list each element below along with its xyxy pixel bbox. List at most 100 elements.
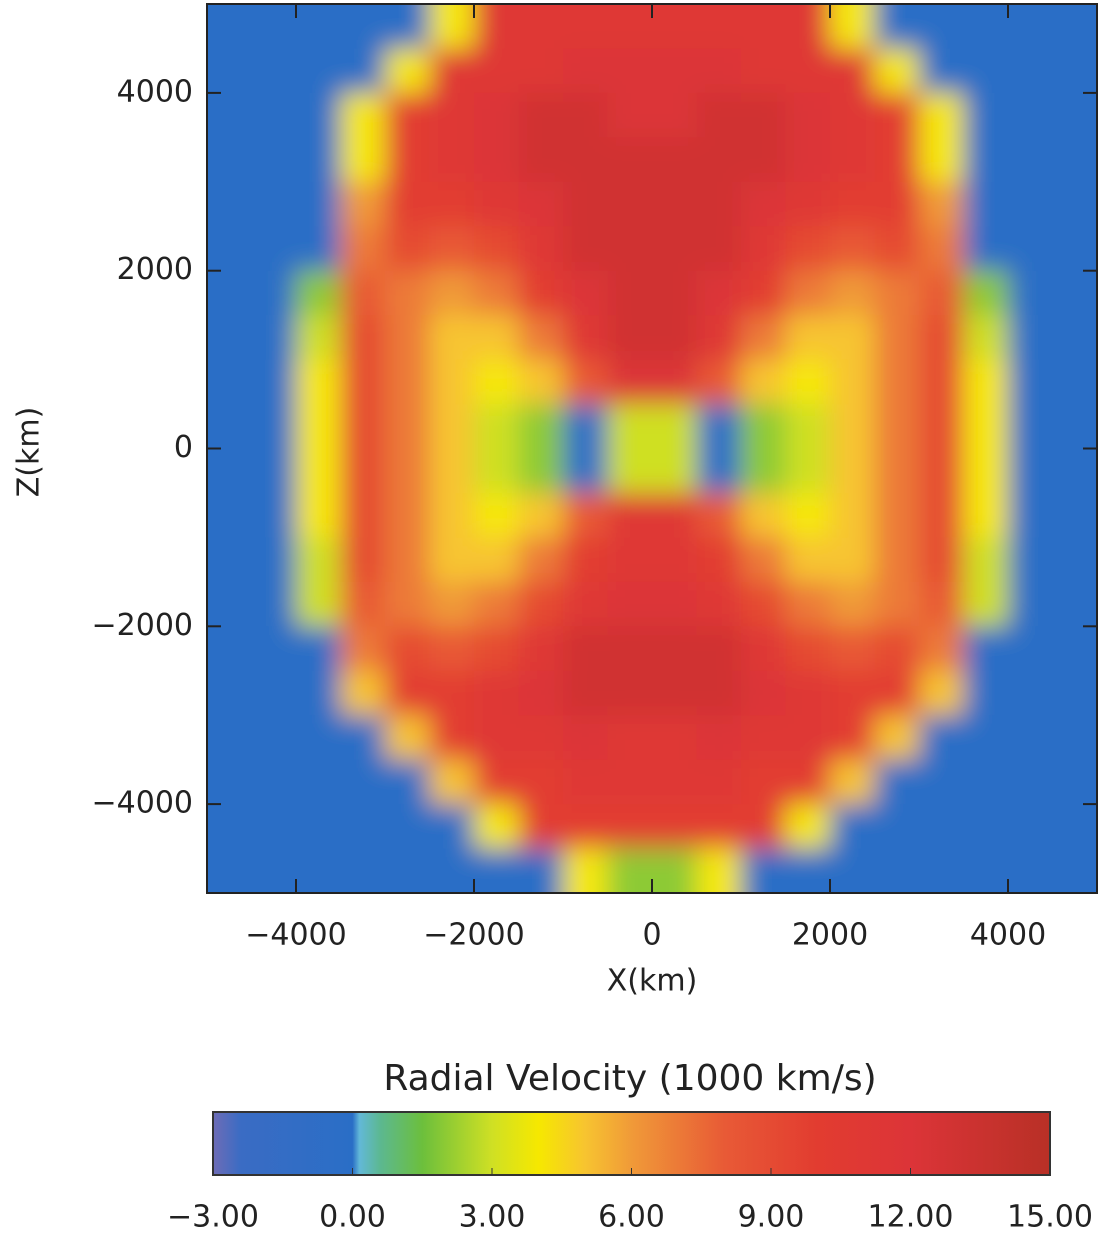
field-cell: [608, 582, 653, 627]
field-cell: [474, 48, 519, 93]
field-cell: [830, 182, 875, 227]
field-cell: [563, 226, 608, 271]
field-cell: [430, 449, 475, 494]
field-cell: [1008, 0, 1053, 49]
field-cell: [652, 537, 697, 582]
field-cell: [341, 626, 386, 671]
field-cell: [875, 93, 920, 138]
field-cell: [652, 0, 697, 49]
field-cell: [563, 271, 608, 316]
field-cell: [430, 226, 475, 271]
field-cell: [608, 404, 653, 449]
field-cell: [697, 93, 742, 138]
field-cell: [519, 449, 564, 494]
field-cell: [519, 315, 564, 360]
field-cell: [296, 537, 341, 582]
field-cell: [1008, 315, 1053, 360]
field-cell: [786, 137, 831, 182]
field-cell: [652, 137, 697, 182]
field-cell: [563, 537, 608, 582]
field-cell: [875, 48, 920, 93]
field-cell: [474, 626, 519, 671]
field-cell: [697, 182, 742, 227]
field-cell: [608, 671, 653, 716]
field-cell: [430, 0, 475, 49]
field-cell: [563, 582, 608, 627]
field-cell: [741, 226, 786, 271]
field-cell: [964, 315, 1009, 360]
field-cell: [519, 93, 564, 138]
field-cell: [919, 182, 964, 227]
field-cell: [697, 626, 742, 671]
field-cell: [919, 93, 964, 138]
field-cell: [474, 493, 519, 538]
field-cell: [474, 182, 519, 227]
field-cell: [252, 537, 297, 582]
field-cell: [341, 671, 386, 716]
field-cell: [786, 271, 831, 316]
field-cell: [385, 93, 430, 138]
field-cell: [563, 93, 608, 138]
field-cell: [430, 715, 475, 760]
field-cell: [563, 804, 608, 849]
x-tick-label: −4000: [245, 918, 346, 953]
field-cell: [430, 671, 475, 716]
field-cell: [608, 271, 653, 316]
field-cell: [519, 182, 564, 227]
field-cell: [786, 760, 831, 805]
field-cell: [430, 626, 475, 671]
field-cell: [608, 0, 653, 49]
colorbar-tick-label: 9.00: [738, 1200, 805, 1235]
field-cell: [341, 449, 386, 494]
field-cell: [385, 671, 430, 716]
field-cell: [964, 626, 1009, 671]
field-cell: [830, 626, 875, 671]
field-cell: [1008, 48, 1053, 93]
field-cell: [563, 404, 608, 449]
field-cell: [697, 804, 742, 849]
field-cell: [964, 404, 1009, 449]
x-tick-label: −2000: [423, 918, 524, 953]
field-cell: [430, 93, 475, 138]
colorbar-tick-label: 12.00: [868, 1200, 954, 1235]
field-cell: [296, 404, 341, 449]
field-cell: [786, 404, 831, 449]
field-cell: [830, 493, 875, 538]
field-cell: [830, 449, 875, 494]
field-cell: [830, 582, 875, 627]
colorbar-tick-label: 15.00: [1007, 1200, 1093, 1235]
field-cell: [786, 0, 831, 49]
field-cell: [741, 493, 786, 538]
field-cell: [563, 715, 608, 760]
field-cell: [474, 93, 519, 138]
field-cell: [563, 449, 608, 494]
field-cell: [563, 315, 608, 360]
y-tick-label: 0: [174, 430, 193, 465]
field-cell: [830, 315, 875, 360]
field-cell: [1008, 226, 1053, 271]
field-cell: [608, 804, 653, 849]
field-cell: [474, 760, 519, 805]
field-cell: [786, 315, 831, 360]
field-cell: [786, 182, 831, 227]
field-cell: [652, 493, 697, 538]
field-cell: [385, 48, 430, 93]
field-cell: [519, 626, 564, 671]
field-cell: [741, 315, 786, 360]
field-cell: [741, 715, 786, 760]
field-cell: [341, 582, 386, 627]
field-cell: [697, 48, 742, 93]
field-cell: [519, 271, 564, 316]
field-cell: [430, 182, 475, 227]
field-cell: [652, 671, 697, 716]
field-cell: [875, 582, 920, 627]
field-cell: [608, 760, 653, 805]
field-cell: [385, 182, 430, 227]
field-cell: [563, 48, 608, 93]
field-cell: [341, 0, 386, 49]
field-cell: [296, 0, 341, 49]
field-cell: [608, 626, 653, 671]
field-cell: [519, 804, 564, 849]
field-cell: [563, 671, 608, 716]
